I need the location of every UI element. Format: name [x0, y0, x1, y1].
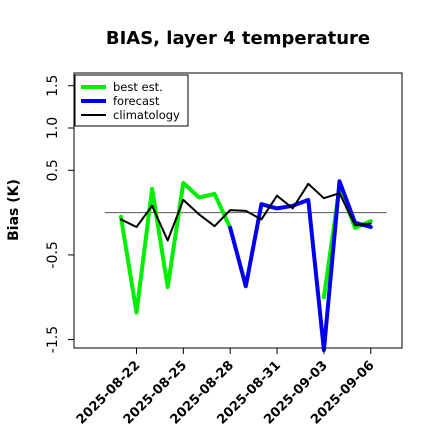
- series-line-best-est: [118, 181, 233, 315]
- y-tick-label: 1.0: [45, 117, 61, 139]
- y-tick-label: 1.5: [45, 75, 61, 97]
- y-tick-label: 0.5: [45, 159, 61, 181]
- y-tick-label: -1.5: [45, 326, 61, 353]
- legend: best est. forecast climatology: [74, 74, 189, 127]
- y-axis-label: Bias (K): [6, 179, 22, 241]
- plot-area-frame: [73, 72, 403, 349]
- legend-label-best-est: best est.: [113, 80, 163, 94]
- legend-label-forecast: forecast: [113, 94, 160, 108]
- series-line-forecast: [228, 179, 373, 352]
- legend-label-climatology: climatology: [113, 108, 180, 122]
- series-line-climatology: [119, 182, 372, 242]
- chart-title: BIAS, layer 4 temperature: [106, 28, 370, 49]
- y-tick-label: -0.5: [45, 241, 61, 268]
